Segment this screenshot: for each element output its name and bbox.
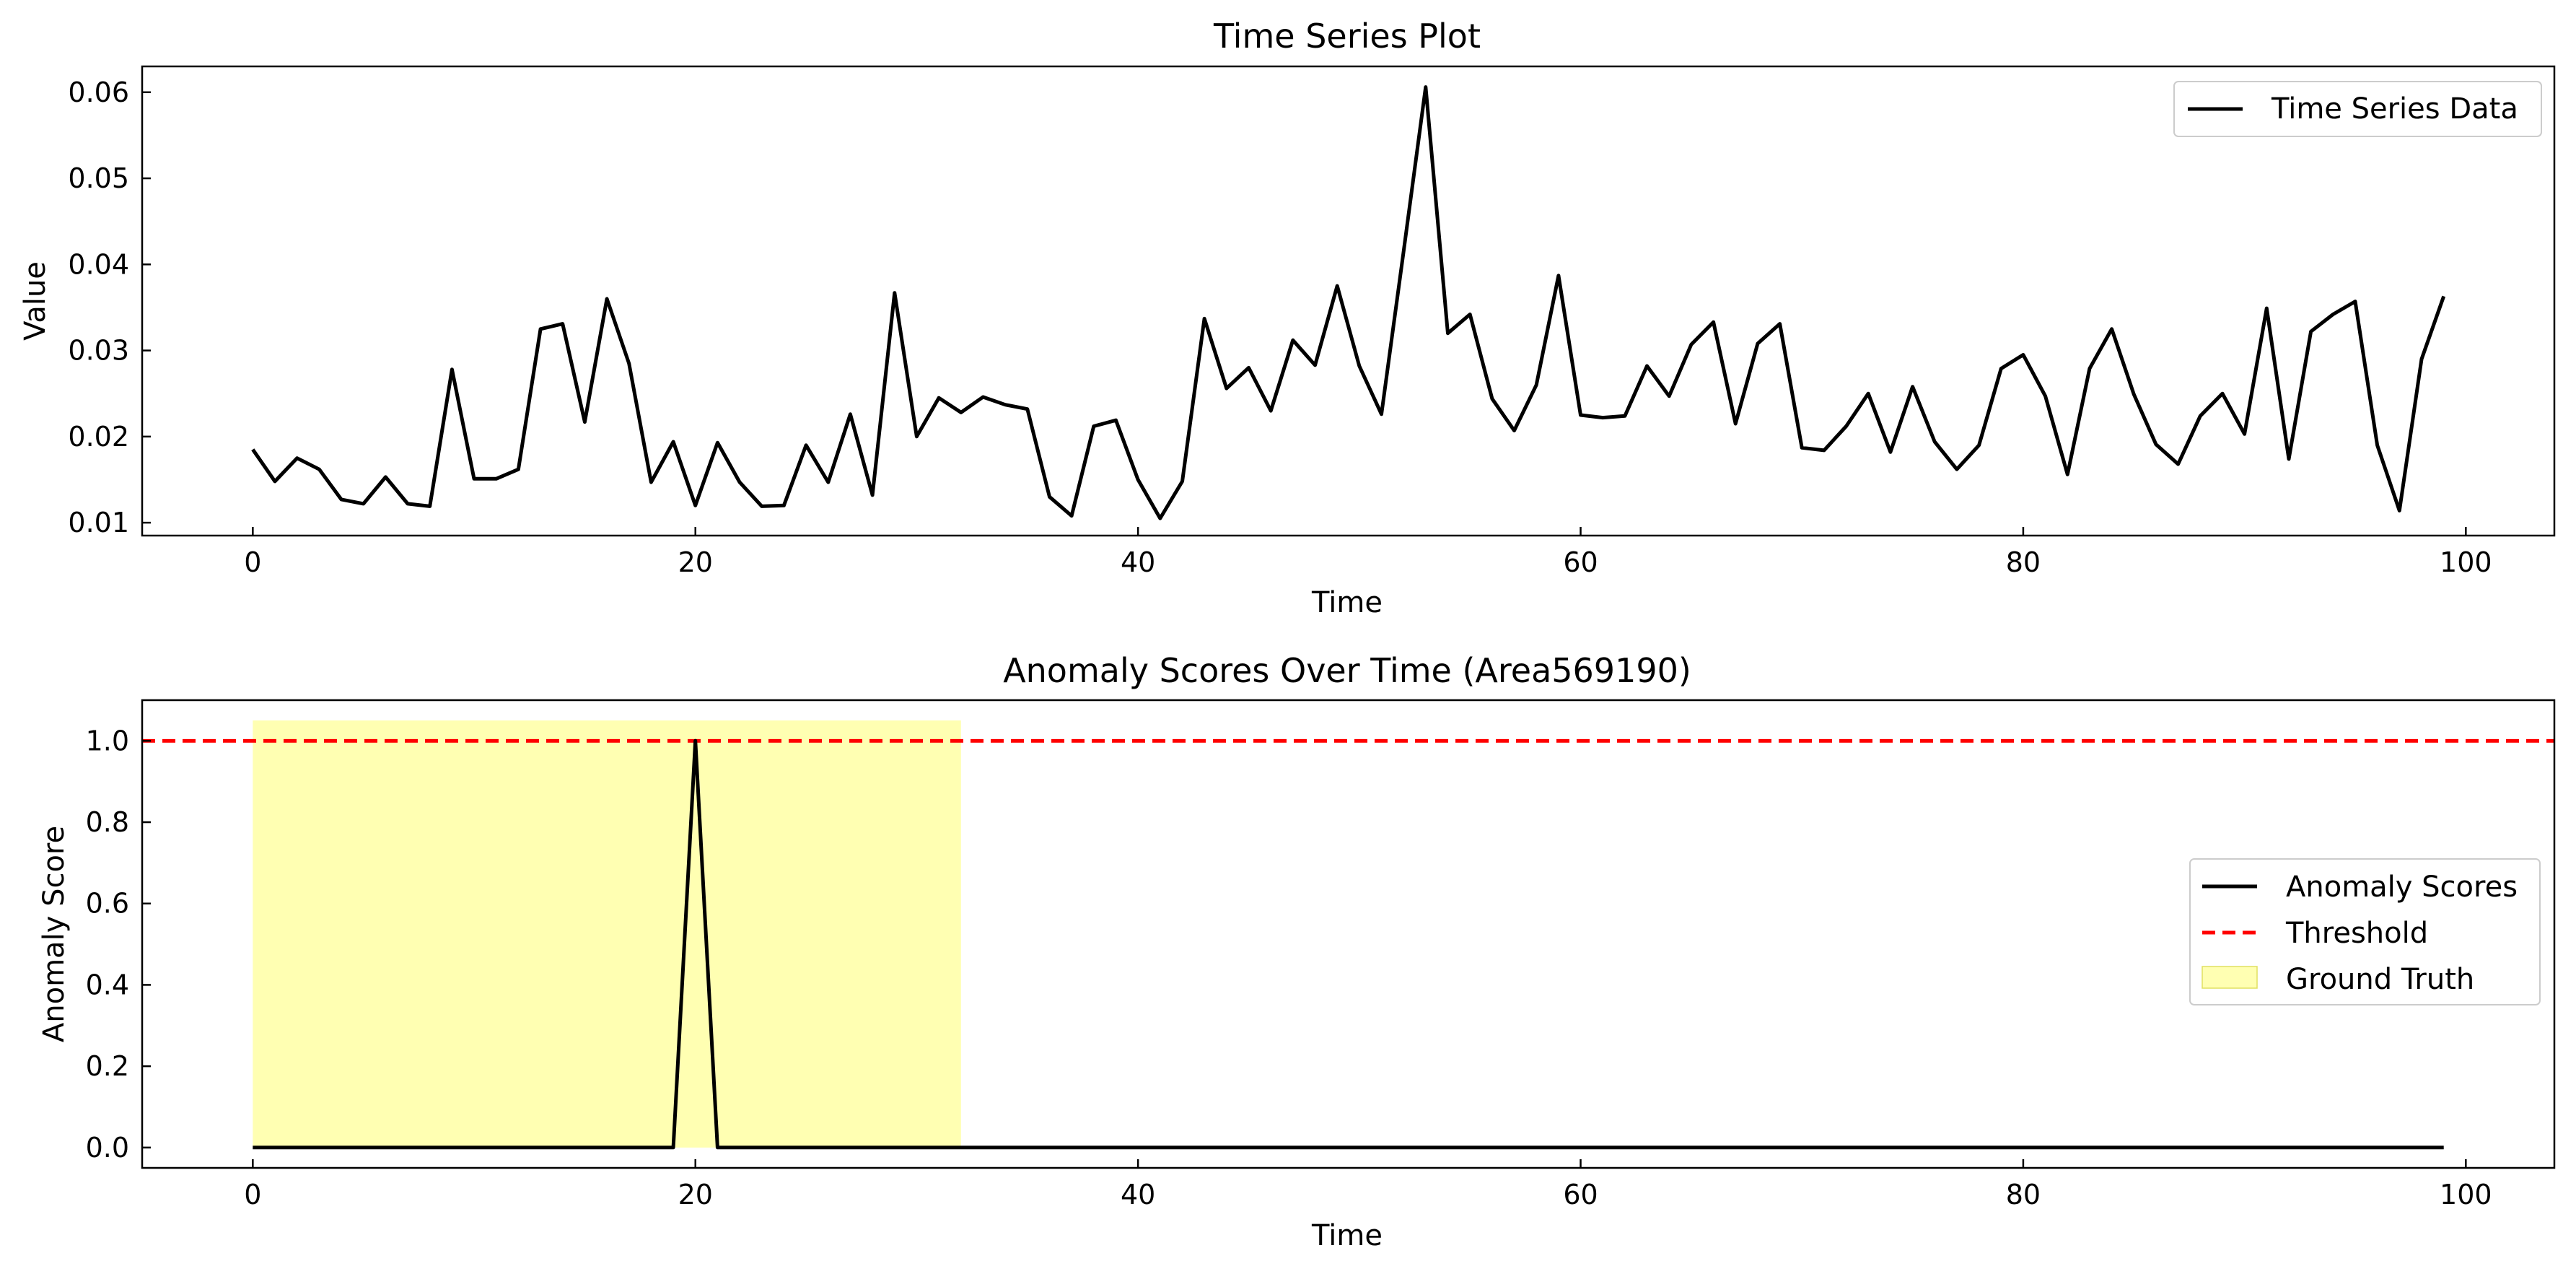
y-tick-label: 0.8 [86, 806, 129, 838]
x-tick-label: 40 [1121, 1179, 1155, 1210]
y-tick-label: 0.02 [68, 421, 129, 453]
plot-frame [141, 65, 2556, 537]
plot-frame [141, 699, 2556, 1169]
legend: Anomaly Scores Threshold Ground Truth [2189, 858, 2541, 1005]
y-tick-label: 0.0 [86, 1132, 129, 1164]
x-tick-label: 60 [1563, 546, 1598, 578]
x-tick-label: 20 [678, 1179, 713, 1210]
series-line-anomaly-scores [253, 738, 2444, 1150]
y-tick-label: 1.0 [86, 725, 129, 756]
y-tick-label: 0.06 [68, 77, 129, 108]
y-tick-label: 0.05 [68, 162, 129, 194]
series-line-time-series [251, 85, 2446, 520]
y-axis-label: Anomaly Score [38, 826, 71, 1042]
plot-area [142, 720, 2554, 1150]
y-tick-label: 0.4 [86, 969, 129, 1000]
legend-entry-ground-truth: Ground Truth [2286, 963, 2474, 996]
chart-title: Anomaly Scores Over Time (Area569190) [1003, 651, 1691, 690]
legend-box [2173, 81, 2542, 137]
legend-entry-time-series: Time Series Data [2271, 92, 2518, 126]
plot-area [251, 85, 2446, 520]
x-tick-label: 0 [244, 546, 261, 578]
anomaly-score-chart: Anomaly Scores Over Time (Area569190) 0 2… [38, 651, 2556, 1252]
x-tick-label: 80 [2006, 1179, 2041, 1210]
time-series-chart: Time Series Plot 0 20 40 60 80 100 0.01 0.02 0.0… [19, 17, 2556, 619]
axis-ticks: 0 20 40 60 80 100 0.0 0.2 0.4 0.6 0.8 1.0 [86, 725, 2492, 1210]
ground-truth-region [253, 720, 961, 1148]
legend-entry-threshold: Threshold [2285, 917, 2428, 950]
y-axis-label: Value [19, 261, 52, 341]
y-tick-label: 0.01 [68, 507, 129, 538]
legend-entry-anomaly-scores: Anomaly Scores [2286, 871, 2518, 904]
x-axis-label: Time [1311, 586, 1383, 619]
legend-swatch-ground-truth [2202, 966, 2258, 989]
x-tick-label: 60 [1563, 1179, 1598, 1210]
x-tick-label: 100 [2440, 1179, 2492, 1210]
x-tick-label: 40 [1121, 546, 1155, 578]
y-tick-label: 0.6 [86, 888, 129, 920]
x-tick-label: 20 [678, 546, 713, 578]
chart-title: Time Series Plot [1213, 17, 1481, 56]
x-tick-label: 80 [2006, 546, 2041, 578]
y-tick-label: 0.03 [68, 335, 129, 367]
legend: Time Series Data [2173, 81, 2542, 137]
x-tick-label: 0 [244, 1179, 261, 1210]
y-tick-label: 0.2 [86, 1050, 129, 1082]
legend-box [2189, 858, 2541, 1005]
y-tick-label: 0.04 [68, 248, 129, 280]
x-tick-label: 100 [2440, 546, 2492, 578]
axis-ticks: 0 20 40 60 80 100 0.01 0.02 0.03 0.04 0.05 0.06 [68, 77, 2492, 578]
x-axis-label: Time [1311, 1219, 1383, 1252]
